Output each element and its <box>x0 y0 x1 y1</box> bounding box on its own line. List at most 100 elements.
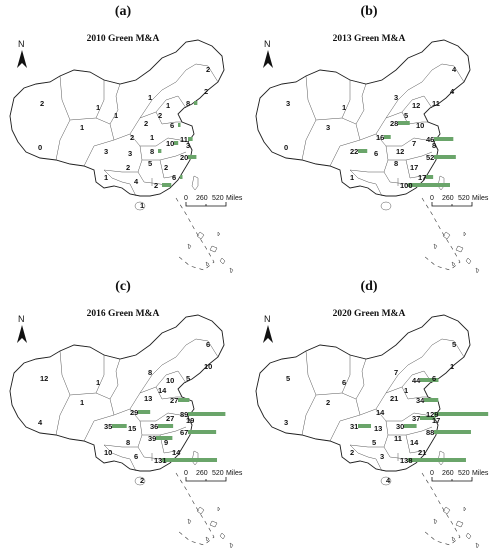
province-boundary <box>113 338 219 416</box>
province-count: 19 <box>186 416 194 425</box>
province-count: 100 <box>400 181 413 190</box>
province-count: 17 <box>410 163 418 172</box>
province-boundary <box>405 434 423 454</box>
small-island <box>217 231 221 237</box>
province-count: 4 <box>386 476 391 485</box>
province-count: 21 <box>390 394 398 403</box>
country-outline <box>9 314 225 472</box>
province-boundary <box>388 151 433 161</box>
province-boundary <box>159 434 177 454</box>
small-island <box>463 231 467 237</box>
province-count: 21 <box>418 448 426 457</box>
small-island <box>229 542 234 549</box>
province-boundary <box>159 159 177 179</box>
panel-title: 2013 Green M&A <box>332 34 406 44</box>
province-count: 88 <box>426 428 434 437</box>
province-boundary <box>142 426 187 436</box>
province-boundary <box>349 133 389 173</box>
scale-tick-label: 0 <box>430 195 434 202</box>
province-count: 1 <box>166 101 170 110</box>
province-boundary <box>103 408 143 448</box>
province-count: 4 <box>450 87 455 96</box>
province-count: 2 <box>206 65 210 74</box>
small-island <box>217 506 221 512</box>
hainan-island <box>134 201 146 211</box>
value-bar <box>424 398 439 402</box>
province-count: 10 <box>416 121 424 130</box>
value-bar <box>188 412 226 416</box>
value-bar <box>398 121 410 125</box>
small-island <box>187 518 192 525</box>
small-island <box>187 243 192 250</box>
small-island <box>219 532 226 540</box>
province-boundary <box>405 159 423 179</box>
province-count: 16 <box>376 133 384 142</box>
province-count: 28 <box>390 119 398 128</box>
province-count: 35 <box>104 422 112 431</box>
map-panel: (d) 2020 Green M&A 5 3 2 6 7 5 1 6 44 1 21 34 14 129 37 3… <box>246 275 492 550</box>
small-island <box>451 536 456 542</box>
province-count: 11 <box>394 434 402 443</box>
value-bar <box>180 175 183 179</box>
small-island <box>463 506 467 512</box>
province-count: 4 <box>452 65 457 74</box>
province-count: 27 <box>166 414 174 423</box>
value-bar <box>420 416 436 420</box>
province-count: 6 <box>172 173 176 182</box>
value-bar <box>420 378 439 382</box>
province-count: 8 <box>126 438 130 447</box>
province-count: 5 <box>286 374 290 383</box>
province-boundary <box>140 412 189 422</box>
province-boundary <box>386 412 435 422</box>
province-count: 15 <box>128 424 136 433</box>
province-count: 8 <box>432 141 436 150</box>
north-label: N <box>264 39 271 49</box>
north-arrow-icon <box>263 50 273 68</box>
scale-tick-label: 260 <box>442 195 454 202</box>
scale-bar <box>185 202 227 207</box>
value-bar <box>384 135 391 139</box>
province-boundary <box>401 111 428 125</box>
province-count: 2 <box>40 99 44 108</box>
province-count: 14 <box>158 386 167 395</box>
scale-tick-label: 0 <box>430 470 434 477</box>
province-boundary <box>69 355 105 396</box>
scale-tick-label: 520 <box>212 470 224 477</box>
province-count: 17 <box>432 416 440 425</box>
province-count: 17 <box>418 173 426 182</box>
province-boundary <box>329 398 361 442</box>
value-bar <box>434 412 489 416</box>
province-boundary <box>315 355 351 396</box>
value-bar <box>188 137 193 141</box>
province-count: 2 <box>326 398 330 407</box>
province-count: 1 <box>96 378 100 387</box>
panel-letter: (d) <box>360 279 378 294</box>
small-island <box>433 518 438 525</box>
province-boundary <box>349 169 377 185</box>
taiwan-island <box>191 175 199 191</box>
province-count: 1 <box>404 386 408 395</box>
province-count: 1 <box>150 133 154 142</box>
province-count: 6 <box>134 452 138 461</box>
north-label: N <box>18 39 25 49</box>
value-bar <box>408 183 450 187</box>
province-count: 1 <box>104 173 108 182</box>
panel-title: 2016 Green M&A <box>86 309 160 319</box>
province-count: 11 <box>180 135 188 144</box>
province-count: 7 <box>412 139 416 148</box>
province-count: 37 <box>412 414 420 423</box>
south-sea-dashed-line <box>175 197 215 271</box>
province-boundary <box>329 123 361 167</box>
province-boundary <box>359 63 465 141</box>
value-bar <box>408 458 466 462</box>
province-count: 1 <box>80 398 84 407</box>
province-boundary <box>95 83 121 125</box>
small-island <box>219 257 226 265</box>
province-boundary <box>375 458 383 472</box>
province-count: 5 <box>186 374 190 383</box>
province-count: 138 <box>400 456 413 465</box>
province-boundary <box>103 169 131 185</box>
province-boundary <box>155 111 182 125</box>
